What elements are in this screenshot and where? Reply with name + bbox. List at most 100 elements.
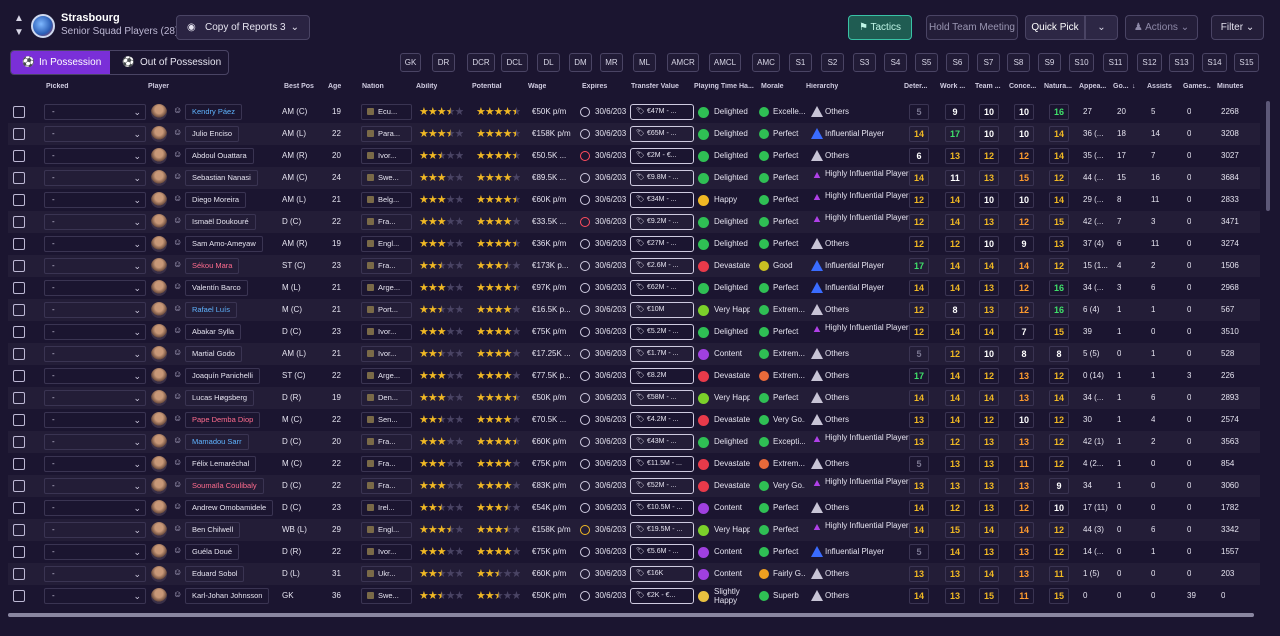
col-minutes[interactable]: Minutes — [1217, 83, 1244, 90]
position-chip-dcr[interactable]: DCR — [467, 53, 495, 72]
table-row[interactable]: - ⌄ ☺ Abdoul Ouattara AM (R) 20 Ivor... ★★★★★ ★★… — [8, 145, 1260, 167]
col-concentration[interactable]: Conce... — [1009, 83, 1037, 90]
row-checkbox[interactable] — [13, 172, 25, 184]
picked-dropdown[interactable]: - ⌄ — [44, 104, 146, 120]
position-chip-s5[interactable]: S5 — [915, 53, 938, 72]
table-row[interactable]: - ⌄ ☺ Sékou Mara ST (C) 23 Fra... ★★★★★ ★★★★★ €17… — [8, 255, 1260, 277]
nation-link[interactable]: Belg... — [361, 192, 412, 208]
row-checkbox[interactable] — [13, 128, 25, 140]
row-checkbox[interactable] — [13, 348, 25, 360]
row-checkbox[interactable] — [13, 194, 25, 206]
player-name-link[interactable]: Martial Godo — [185, 346, 242, 362]
player-name-link[interactable]: Valentín Barco — [185, 280, 248, 296]
player-name-link[interactable]: Ben Chilwell — [185, 522, 241, 538]
picked-dropdown[interactable]: - ⌄ — [44, 522, 146, 538]
nation-link[interactable]: Fra... — [361, 214, 412, 230]
table-row[interactable]: - ⌄ ☺ Lucas Høgsberg D (R) 19 Den... ★★★★★ ★★★★★… — [8, 387, 1260, 409]
nation-link[interactable]: Ivor... — [361, 544, 412, 560]
picked-dropdown[interactable]: - ⌄ — [44, 192, 146, 208]
player-name-link[interactable]: Félix Lemaréchal — [185, 456, 257, 472]
nation-link[interactable]: Fra... — [361, 434, 412, 450]
transfer-value-tag[interactable]: 🏷 €2.6M - ... — [630, 258, 694, 274]
position-chip-s8[interactable]: S8 — [1007, 53, 1030, 72]
table-row[interactable]: - ⌄ ☺ Diego Moreira AM (L) 21 Belg... ★★★★★ ★★★★… — [8, 189, 1260, 211]
table-row[interactable]: - ⌄ ☺ Ben Chilwell WB (L) 29 Engl... ★★★★★ ★★★★★… — [8, 519, 1260, 541]
nation-link[interactable]: Swe... — [361, 170, 412, 186]
transfer-value-tag[interactable]: 🏷 €4.2M - ... — [630, 412, 694, 428]
picked-dropdown[interactable]: - ⌄ — [44, 346, 146, 362]
position-chip-dr[interactable]: DR — [432, 53, 455, 72]
picked-dropdown[interactable]: - ⌄ — [44, 324, 146, 340]
row-checkbox[interactable] — [13, 480, 25, 492]
row-checkbox[interactable] — [13, 392, 25, 404]
col-teamwork[interactable]: Team ... — [975, 83, 1001, 90]
row-checkbox[interactable] — [13, 282, 25, 294]
transfer-value-tag[interactable]: 🏷 €19.5M - ... — [630, 522, 694, 538]
col-player[interactable]: Player — [148, 83, 170, 90]
picked-dropdown[interactable]: - ⌄ — [44, 258, 146, 274]
table-row[interactable]: - ⌄ ☺ Sam Amo-Ameyaw AM (R) 19 Engl... ★★★★★ ★★★… — [8, 233, 1260, 255]
row-checkbox[interactable] — [13, 370, 25, 382]
position-chip-s10[interactable]: S10 — [1069, 53, 1094, 72]
picked-dropdown[interactable]: - ⌄ — [44, 500, 146, 516]
nation-link[interactable]: Fra... — [361, 478, 412, 494]
table-row[interactable]: - ⌄ ☺ Martial Godo AM (L) 21 Ivor... ★★★★★ ★★★★★… — [8, 343, 1260, 365]
picked-dropdown[interactable]: - ⌄ — [44, 412, 146, 428]
player-name-link[interactable]: Andrew Omobamidele — [185, 500, 274, 516]
player-name-link[interactable]: Abdoul Ouattara — [185, 148, 254, 164]
col-wage[interactable]: Wage — [528, 83, 547, 90]
actions-button[interactable]: ♟ Actions ⌄ — [1125, 15, 1198, 40]
transfer-value-tag[interactable]: 🏷 €11.5M - ... — [630, 456, 694, 472]
picked-dropdown[interactable]: - ⌄ — [44, 566, 146, 582]
row-checkbox[interactable] — [13, 150, 25, 162]
position-chip-s11[interactable]: S11 — [1103, 53, 1128, 72]
row-checkbox[interactable] — [13, 414, 25, 426]
position-chip-s3[interactable]: S3 — [853, 53, 876, 72]
view-selector[interactable]: ◉ Copy of Reports 3 ⌄ — [176, 15, 310, 40]
player-name-link[interactable]: Eduard Sobol — [185, 566, 245, 582]
nation-link[interactable]: Ecu... — [361, 104, 412, 120]
col-ability[interactable]: Ability — [416, 83, 438, 90]
picked-dropdown[interactable]: - ⌄ — [44, 170, 146, 186]
col-transfer-value[interactable]: Transfer Value — [631, 83, 679, 90]
table-row[interactable]: - ⌄ ☺ Abakar Sylla D (C) 23 Ivor... ★★★★★ ★★★★★ €… — [8, 321, 1260, 343]
player-name-link[interactable]: Ismaël Doukouré — [185, 214, 256, 230]
table-row[interactable]: - ⌄ ☺ Kendry Páez AM (C) 19 Ecu... ★★★★★ ★★★★★ €5… — [8, 101, 1260, 123]
transfer-value-tag[interactable]: 🏷 €10M — [630, 302, 694, 318]
nation-link[interactable]: Sen... — [361, 412, 412, 428]
transfer-value-tag[interactable]: 🏷 €5.2M - ... — [630, 324, 694, 340]
player-name-link[interactable]: Julio Enciso — [185, 126, 240, 142]
picked-dropdown[interactable]: - ⌄ — [44, 390, 146, 406]
row-checkbox[interactable] — [13, 260, 25, 272]
nation-link[interactable]: Ukr... — [361, 566, 412, 582]
position-chip-s13[interactable]: S13 — [1169, 53, 1194, 72]
transfer-value-tag[interactable]: 🏷 €2M - €... — [630, 148, 694, 164]
transfer-value-tag[interactable]: 🏷 €43M - ... — [630, 434, 694, 450]
position-chip-amcl[interactable]: AMCL — [709, 53, 741, 72]
player-name-link[interactable]: Lucas Høgsberg — [185, 390, 255, 406]
player-name-link[interactable]: Pape Demba Diop — [185, 412, 261, 428]
position-chip-s12[interactable]: S12 — [1137, 53, 1162, 72]
transfer-value-tag[interactable]: 🏷 €10.5M - ... — [630, 500, 694, 516]
table-row[interactable]: - ⌄ ☺ Ismaël Doukouré D (C) 22 Fra... ★★★★★ ★★★★… — [8, 211, 1260, 233]
player-name-link[interactable]: Kendry Páez — [185, 104, 242, 120]
picked-dropdown[interactable]: - ⌄ — [44, 456, 146, 472]
nation-link[interactable]: Fra... — [361, 456, 412, 472]
in-possession-tab[interactable]: ⚽ In Possession — [11, 51, 110, 74]
row-checkbox[interactable] — [13, 216, 25, 228]
transfer-value-tag[interactable]: 🏷 €2K - €... — [630, 588, 694, 604]
position-chip-s15[interactable]: S15 — [1234, 53, 1259, 72]
nation-link[interactable]: Fra... — [361, 258, 412, 274]
picked-dropdown[interactable]: - ⌄ — [44, 302, 146, 318]
col-playing-time[interactable]: Playing Time Ha... — [694, 83, 754, 90]
col-hierarchy[interactable]: Hierarchy — [806, 83, 839, 90]
col-expires[interactable]: Expires — [582, 83, 608, 90]
row-checkbox[interactable] — [13, 590, 25, 602]
col-picked[interactable]: Picked — [46, 83, 69, 90]
row-checkbox[interactable] — [13, 458, 25, 470]
nation-link[interactable]: Arge... — [361, 280, 412, 296]
nation-link[interactable]: Swe... — [361, 588, 412, 604]
prev-next-club-arrows[interactable]: ▲ ▼ — [14, 13, 24, 38]
table-row[interactable]: - ⌄ ☺ Joaquín Panichelli ST (C) 22 Arge... ★★★★… — [8, 365, 1260, 387]
table-row[interactable]: - ⌄ ☺ Sebastian Nanasi AM (C) 24 Swe... ★★★★★ ★★… — [8, 167, 1260, 189]
